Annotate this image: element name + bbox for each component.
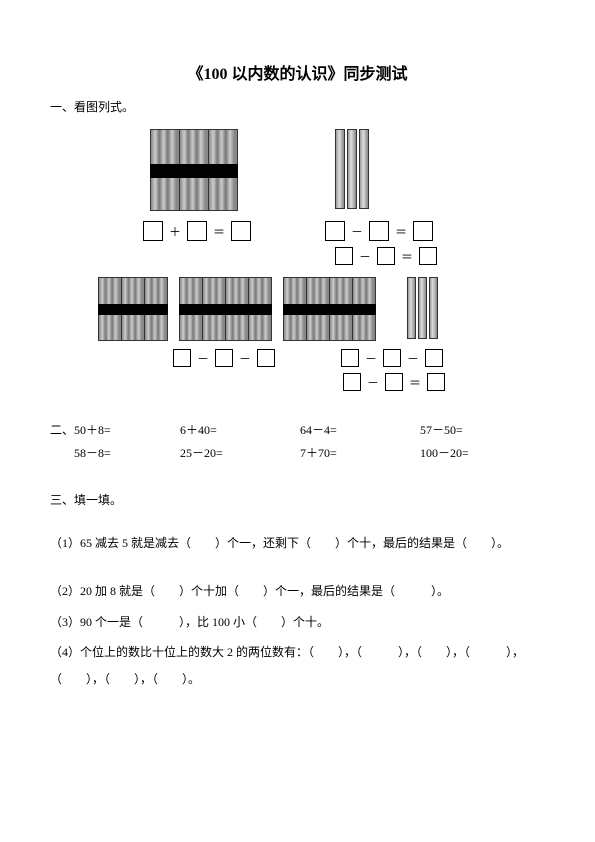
equation-row-2b: － ＝ [340,373,545,391]
bundle-group-3 [98,277,167,341]
op-plus: ＋ [169,223,181,240]
blank-box [419,247,437,265]
calc-item: 7＋70= [300,444,420,461]
equation-row-2: － － － － [170,349,545,367]
op-minus: － [367,374,379,391]
op-minus: － [407,350,419,367]
blank-box [369,221,389,241]
calc-item: 二、50＋8= [50,421,180,438]
blank-box [231,221,251,241]
calc-item: 64－4= [300,421,420,438]
blank-box [187,221,207,241]
op-minus: － [365,350,377,367]
op-eq: ＝ [409,374,421,391]
fill-item-2: （2）20 加 8 就是（ ）个十加（ ）个一，最后的结果是（ ）。 [50,578,545,604]
figure-1 [150,129,545,211]
blank-box [341,349,359,367]
blank-box [413,221,433,241]
op-eq: ＝ [213,223,225,240]
blank-box [343,373,361,391]
blank-box [425,349,443,367]
blank-box [427,373,445,391]
fill-item-1: （1）65 减去 5 就是减去（ ）个一，还剩下（ ）个十，最后的结果是（ ）。 [50,530,545,556]
calc-item: 25－20= [180,444,300,461]
figure-2 [98,277,545,341]
blank-box [173,349,191,367]
calc-item: 100－20= [420,444,540,461]
bundle-group-4 [179,277,271,341]
calc-item: 6＋40= [180,421,300,438]
equation-row-1b: － ＝ [332,247,545,265]
op-minus: － [197,350,209,367]
calc-item: 58－8= [50,444,180,461]
blank-box [143,221,163,241]
op-eq: ＝ [401,248,413,265]
fill-item-3: （3）90 个一是（ ），比 100 小（ ）个十。 [50,609,545,635]
section1-heading: 一、看图列式。 [50,98,545,115]
loose-group-3 [405,277,438,341]
calc-row-1: 二、50＋8= 6＋40= 64－4= 57－50= [50,421,545,438]
bundle-group-3 [150,129,237,211]
bundle-group-4 [283,277,375,341]
fill-item-4: （4）个位上的数比十位上的数大 2 的两位数有：（ ），（ ），（ ），（ ），… [50,639,545,692]
equation-row-1: ＋ ＝ － ＝ [140,221,545,241]
blank-box [383,349,401,367]
calc-item: 57－50= [420,421,540,438]
blank-box [325,221,345,241]
section3-heading: 三、填一填。 [50,491,545,508]
blank-box [385,373,403,391]
loose-group-3 [333,129,369,211]
calc-row-2: 58－8= 25－20= 7＋70= 100－20= [50,444,545,461]
page-title: 《100 以内数的认识》同步测试 [50,60,545,84]
blank-box [257,349,275,367]
op-minus: － [239,350,251,367]
op-minus: － [359,248,371,265]
blank-box [377,247,395,265]
blank-box [335,247,353,265]
op-eq: ＝ [395,223,407,240]
blank-box [215,349,233,367]
op-minus: － [351,223,363,240]
